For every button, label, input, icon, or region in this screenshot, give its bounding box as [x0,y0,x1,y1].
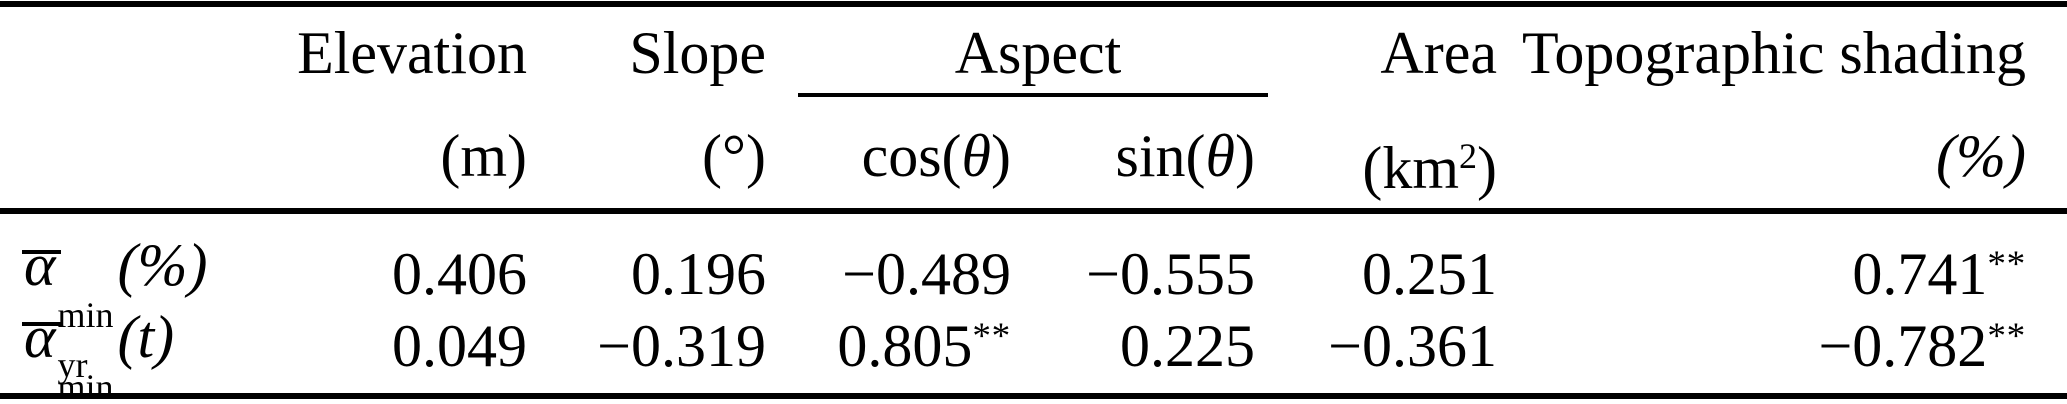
row-label-superscript: min [57,367,114,404]
theta-symbol: θ [961,123,992,189]
col-header-slope: Slope [629,20,766,86]
cell-r2-cos: 0.805** [651,307,1011,376]
col-header-elevation: Elevation [297,20,527,86]
col-header-aspect: Aspect [954,20,1122,86]
unit-header-sin-theta: sin(θ) [895,126,1255,186]
cell-r2-slope: −0.319 [406,307,766,376]
squared-exponent: 2 [1459,136,1478,176]
sin-text: sin( [1115,123,1206,189]
table-bottom-rule [0,393,2067,399]
cell-r2-elevation: 0.049 [167,307,527,376]
cell-value: −0.782 [1818,312,1988,379]
row-label-subscript: yr [57,344,88,385]
cell-r1-sin: −0.555 [895,235,1255,304]
cell-r2-sin: 0.225 [895,307,1255,376]
cos-text: cos( [861,123,962,189]
unit-header-area-km2: (km2) [1137,126,1497,198]
cell-stars: ** [1987,244,2026,285]
row-label-suffix: (%) [117,232,208,298]
cell-value: −0.319 [597,312,766,379]
cos-close: ) [991,123,1011,189]
cell-value: 0.196 [631,240,766,307]
cell-value: −0.489 [842,240,1011,307]
row-label-albedo-min-percent: α min yr (%) [22,232,208,385]
cell-value: 0.225 [1120,312,1255,379]
cell-value: 0.805 [837,312,973,379]
cell-value: 0.251 [1362,240,1497,307]
alpha-bar-symbol: α [22,232,60,298]
unit-header-shading-percent: (%) [1936,123,2026,189]
cell-value: 0.406 [392,240,527,307]
header-body-rule [0,208,2067,214]
col-header-area: Area [1380,20,1497,86]
cell-r1-area: 0.251 [1137,235,1497,304]
cell-value: 0.049 [392,312,527,379]
cell-value: 0.741 [1852,240,1988,307]
aspect-spanner-rule [798,93,1268,97]
row-label-suffix: (t) [117,304,175,370]
alpha-bar-symbol: α [22,304,60,370]
cell-stars: ** [972,316,1011,357]
row-label-superscript: min [57,295,114,335]
km-text: (km [1362,134,1460,201]
cell-value: −0.555 [1086,240,1255,307]
unit-header-elevation: (m) [440,123,527,189]
cell-r1-elevation: 0.406 [167,235,527,304]
cell-r1-cos: −0.489 [651,235,1011,304]
cell-stars: ** [1987,316,2026,357]
cell-r2-area: −0.361 [1137,307,1497,376]
unit-header-cos-theta: cos(θ) [651,126,1011,186]
cell-r1-shading: 0.741** [1666,235,2026,304]
supsub-stack: min yr [56,291,114,390]
cell-r2-shading: −0.782** [1666,307,2026,376]
theta-symbol: θ [1205,123,1236,189]
cell-r1-slope: 0.196 [406,235,766,304]
km-close: ) [1477,134,1497,201]
col-header-topographic-shading: Topographic shading [1521,20,2026,86]
cell-value: −0.361 [1328,312,1497,379]
table-top-rule [0,1,2067,7]
unit-header-slope: (°) [702,123,766,189]
sin-close: ) [1235,123,1255,189]
